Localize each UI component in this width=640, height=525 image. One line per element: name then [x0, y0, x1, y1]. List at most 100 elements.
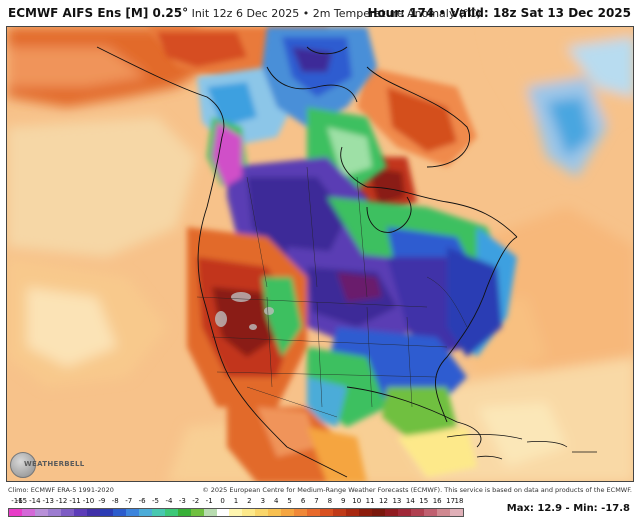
colorbar-swatch [436, 509, 450, 516]
colorbar-swatch [9, 509, 22, 516]
colorbar-tick-label: -1 [205, 497, 213, 505]
header-separator-right: • [438, 6, 447, 20]
colorbar-swatch [372, 509, 386, 516]
colorbar-tick-label: 0 [220, 497, 225, 505]
colorbar-tick-label: -6 [138, 497, 146, 505]
colorbar-tick-label: 13 [392, 497, 402, 505]
colorbar-swatch [229, 509, 243, 516]
colorbar-tick-label: 9 [341, 497, 346, 505]
max-value: Max: 12.9 [506, 503, 563, 514]
init-time: Init 12z 6 Dec 2025 [191, 7, 300, 20]
colorbar-tick-label: -14 [29, 497, 41, 505]
colorbar-tick-label: -13 [42, 497, 54, 505]
copyright-note: © 2025 European Centre for Medium-Range … [202, 486, 632, 494]
colorbar-tick-label: 8 [327, 497, 333, 505]
colorbar-tick-label: -16 [11, 497, 23, 505]
max-min-readout: Max: 12.9 - Min: -17.8 [507, 503, 630, 514]
header-separator: • [302, 7, 310, 20]
forecast-hour: Hour: 174 [367, 6, 435, 20]
colorbar-swatch [151, 509, 165, 516]
colorbar-swatch [307, 509, 321, 516]
caribbean-islands [446, 434, 597, 460]
colorbar-swatch [138, 509, 152, 516]
colorbar-swatch [47, 509, 61, 516]
ocean-anomaly-field [7, 27, 633, 481]
colorbar-swatch [60, 509, 74, 516]
colorbar-swatch [164, 509, 178, 516]
map-header: ECMWF AIFS Ens [M] 0.25° Init 12z 6 Dec … [0, 0, 640, 26]
colorbar-tick-label: -4 [165, 497, 173, 505]
colorbar-swatch [424, 509, 437, 516]
colorbar-tick-label: -3 [178, 497, 186, 505]
colorbar-tick-label: 10 [352, 497, 362, 505]
colorbar-swatch [73, 509, 87, 516]
colorbar-tick-label: -15 [15, 497, 28, 505]
colorbar-tick-label: -11 [69, 497, 81, 505]
colorbar-swatch [320, 509, 334, 516]
credits-row: Climo: ECMWF ERA-5 1991-2020 © 2025 Euro… [0, 483, 640, 495]
colorbar-swatch [177, 509, 191, 516]
colorbar-tick-label: -2 [192, 497, 200, 505]
colorbar-tick-label: 7 [314, 497, 319, 505]
colorbar-swatch [125, 509, 139, 516]
colorbar-swatch [294, 509, 308, 516]
colorbar-swatch [99, 509, 113, 516]
colorbar-swatch [359, 509, 373, 516]
colorbar-swatch [242, 509, 256, 516]
colorbar-tick-label: 6 [300, 497, 306, 505]
colorbar-tick-label: 15 [419, 497, 429, 505]
colorbar-swatch [21, 509, 35, 516]
colorbar-swatch [449, 509, 463, 516]
colorbar-tick-label: -7 [125, 497, 133, 505]
colorbar-tick-label: -8 [111, 497, 119, 505]
anomaly-colorbar: -16 -15 -14 -13 -12 -11 -10 -9 -8 -7 -6 -5 -4 -3 -2 -1 0… [8, 497, 464, 519]
valid-time: Valid: 18z Sat 13 Dec 2025 [450, 6, 631, 20]
colorbar-tick-label: 17 [446, 497, 456, 505]
colorbar-tick-label: 5 [287, 497, 292, 505]
readout-separator: - [565, 503, 570, 514]
colorbar-tick-label: -9 [98, 497, 106, 505]
weatherbell-logo: WEATHERBELL [10, 450, 84, 478]
colorbar-tick-label: 11 [365, 497, 375, 505]
colorbar-tick-label: 14 [405, 497, 415, 505]
colorbar-swatch [385, 509, 399, 516]
colorbar-tick-label: 4 [274, 497, 279, 505]
globe-icon [10, 452, 36, 478]
climo-note: Climo: ECMWF ERA-5 1991-2020 [8, 486, 114, 494]
colorbar-swatch [268, 509, 282, 516]
colorbar-swatch [346, 509, 360, 516]
colorbar-tick-label: -10 [82, 497, 95, 505]
terrain-masked-patches [215, 292, 274, 330]
logo-text: WEATHERBELL [24, 460, 85, 468]
colorbar-swatch [411, 509, 424, 516]
colorbar-tick-label: 2 [247, 497, 252, 505]
colorbar-tick-label: -5 [152, 497, 159, 505]
colorbar-tick-label: -12 [55, 497, 68, 505]
colorbar-swatch [216, 509, 230, 516]
colorbar-swatch [398, 509, 412, 516]
land-anomaly-field [187, 27, 517, 481]
header-right: Hour: 174 • Valid: 18z Sat 13 Dec 2025 [367, 6, 631, 20]
colorbar-swatch [203, 509, 217, 516]
colorbar-swatch [333, 509, 347, 516]
temperature-anomaly-map [6, 26, 634, 482]
colorbar-labels: -16 -15 -14 -13 -12 -11 -10 -9 -8 -7 -6 -5 -4 -3 -2 -1 0… [8, 497, 464, 508]
colorbar-tick-label: 12 [379, 497, 388, 505]
colorbar-swatch [255, 509, 269, 516]
map-canvas [7, 27, 633, 481]
colorbar-swatch [190, 509, 204, 516]
coastlines [96, 46, 518, 478]
colorbar-tick-label: 18 [454, 497, 464, 505]
colorbar-swatch [34, 509, 48, 516]
colorbar-swatches [8, 508, 464, 517]
colorbar-swatch [86, 509, 100, 516]
min-value: Min: -17.8 [573, 503, 630, 514]
colorbar-tick-label: 3 [260, 497, 266, 505]
colorbar-tick-label: 1 [233, 497, 239, 505]
colorbar-tick-label: 16 [432, 497, 442, 505]
colorbar-swatch [112, 509, 126, 516]
model-name: ECMWF AIFS Ens [M] 0.25° [8, 6, 189, 20]
colorbar-swatch [281, 509, 295, 516]
political-borders [196, 166, 468, 418]
field-name: 2m Temperature Anomaly (°C) [312, 7, 481, 20]
